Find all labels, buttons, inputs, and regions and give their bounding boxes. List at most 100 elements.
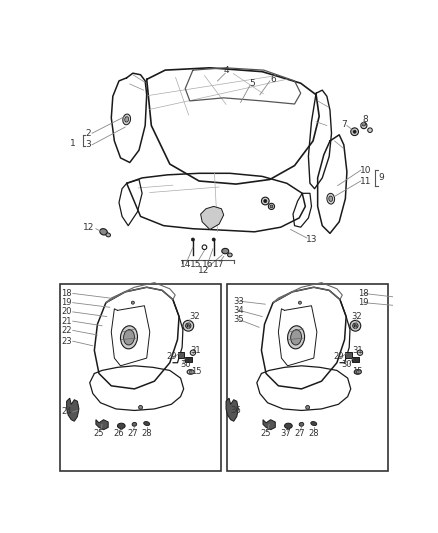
Text: 30: 30 <box>342 360 352 369</box>
Text: 28: 28 <box>308 429 319 438</box>
Circle shape <box>367 128 372 133</box>
Ellipse shape <box>106 233 110 237</box>
Ellipse shape <box>123 114 131 125</box>
Text: 36: 36 <box>230 406 240 415</box>
Bar <box>352 357 359 362</box>
Text: 3: 3 <box>85 140 91 149</box>
Text: 32: 32 <box>189 312 200 321</box>
Text: 12: 12 <box>198 266 209 275</box>
Circle shape <box>189 370 192 374</box>
Ellipse shape <box>311 422 317 425</box>
Bar <box>346 352 352 358</box>
Text: 31: 31 <box>191 346 201 355</box>
Text: 6: 6 <box>270 75 276 84</box>
Ellipse shape <box>299 422 304 426</box>
Ellipse shape <box>291 329 301 345</box>
Circle shape <box>357 350 363 356</box>
Text: 19: 19 <box>358 298 368 307</box>
Bar <box>60 284 221 471</box>
Ellipse shape <box>117 423 125 429</box>
Circle shape <box>361 123 367 128</box>
Circle shape <box>186 323 191 328</box>
Circle shape <box>362 122 366 126</box>
Text: 23: 23 <box>61 337 72 346</box>
Circle shape <box>353 130 356 133</box>
Circle shape <box>351 128 358 135</box>
Ellipse shape <box>222 248 229 254</box>
Bar <box>178 352 184 358</box>
Text: 22: 22 <box>61 326 72 335</box>
Text: 9: 9 <box>378 173 384 182</box>
Ellipse shape <box>125 117 129 122</box>
Text: 10: 10 <box>360 166 372 175</box>
Text: 21: 21 <box>61 317 72 326</box>
Text: 1: 1 <box>70 139 76 148</box>
Text: 27: 27 <box>127 429 138 438</box>
Polygon shape <box>201 206 224 230</box>
Text: 18: 18 <box>358 289 368 298</box>
Circle shape <box>268 203 275 209</box>
Polygon shape <box>263 419 276 430</box>
Circle shape <box>190 350 196 356</box>
Circle shape <box>187 325 190 327</box>
Text: 29: 29 <box>333 352 344 361</box>
Text: 12: 12 <box>82 223 94 232</box>
Ellipse shape <box>288 326 304 349</box>
Text: 11: 11 <box>360 176 372 185</box>
Text: 14: 14 <box>180 260 191 269</box>
Circle shape <box>356 370 359 374</box>
Text: 35: 35 <box>233 315 244 324</box>
Ellipse shape <box>285 423 292 429</box>
Ellipse shape <box>100 229 107 235</box>
Circle shape <box>270 205 273 208</box>
Ellipse shape <box>329 196 333 201</box>
Text: 24: 24 <box>61 408 72 416</box>
Ellipse shape <box>327 193 335 204</box>
Text: 25: 25 <box>93 429 103 438</box>
Circle shape <box>131 301 134 304</box>
Ellipse shape <box>144 422 150 425</box>
Text: 4: 4 <box>224 66 230 75</box>
Text: 5: 5 <box>249 79 255 88</box>
Ellipse shape <box>124 329 134 345</box>
Text: 15: 15 <box>190 260 202 269</box>
Text: 8: 8 <box>363 115 368 124</box>
Polygon shape <box>226 398 238 421</box>
Circle shape <box>212 238 215 241</box>
Text: 15: 15 <box>191 367 201 376</box>
Text: 7: 7 <box>341 119 347 128</box>
Text: 31: 31 <box>353 346 363 355</box>
Circle shape <box>298 301 301 304</box>
Text: 33: 33 <box>233 297 244 305</box>
Text: 15: 15 <box>353 367 363 376</box>
Text: 30: 30 <box>180 360 191 369</box>
Bar <box>185 357 192 362</box>
Circle shape <box>191 238 194 241</box>
Text: 37: 37 <box>281 429 291 438</box>
Text: 25: 25 <box>260 429 271 438</box>
Text: 27: 27 <box>295 429 305 438</box>
Circle shape <box>261 197 269 205</box>
Circle shape <box>354 325 357 327</box>
Polygon shape <box>96 419 108 430</box>
Ellipse shape <box>228 253 232 257</box>
Text: 13: 13 <box>306 235 317 244</box>
Text: 18: 18 <box>61 289 72 298</box>
Bar <box>227 284 389 471</box>
Text: 16: 16 <box>202 260 213 269</box>
Circle shape <box>306 406 310 409</box>
Polygon shape <box>67 398 79 421</box>
Text: 29: 29 <box>166 352 177 361</box>
Text: 2: 2 <box>85 129 91 138</box>
Text: 20: 20 <box>61 308 72 317</box>
Text: 28: 28 <box>141 429 152 438</box>
Text: 32: 32 <box>351 312 361 321</box>
Circle shape <box>353 323 358 328</box>
Text: 34: 34 <box>233 306 244 315</box>
Text: 19: 19 <box>61 298 72 307</box>
Circle shape <box>350 320 361 331</box>
Ellipse shape <box>120 326 138 349</box>
Text: 17: 17 <box>213 260 225 269</box>
Ellipse shape <box>132 422 137 426</box>
Text: 26: 26 <box>114 429 124 438</box>
